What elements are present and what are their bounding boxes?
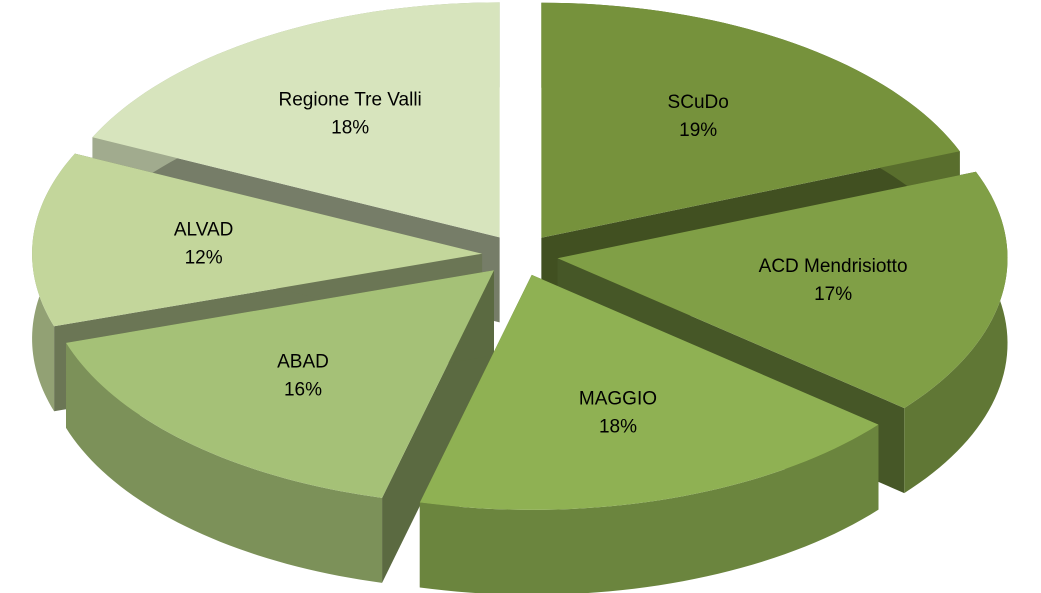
- slice-value: 12%: [185, 248, 223, 269]
- slice-label: Regione Tre Valli: [279, 89, 422, 110]
- slice-label: ACD Mendrisiotto: [759, 256, 908, 277]
- slice-top: [66, 270, 494, 498]
- slice-value: 17%: [814, 284, 852, 305]
- slice-top: [557, 171, 1008, 409]
- slice-top: [92, 2, 500, 238]
- slice-value: 19%: [679, 120, 717, 141]
- slice-top: [32, 153, 483, 327]
- slice-label: ABAD: [277, 351, 329, 372]
- slice: MAGGIO 18%: [419, 274, 879, 593]
- slice-side: [66, 342, 383, 583]
- slice-top: [419, 274, 879, 510]
- slice-label: SCuDo: [668, 92, 729, 113]
- slice-value: 18%: [331, 117, 369, 138]
- slice-top: [541, 2, 960, 238]
- slice-value: 16%: [284, 379, 322, 400]
- slice-side: [419, 424, 879, 593]
- slice: ABAD 16%: [66, 270, 494, 583]
- slice-label: MAGGIO: [579, 388, 657, 409]
- slice-label: ALVAD: [174, 220, 234, 241]
- slice-value: 18%: [599, 416, 637, 437]
